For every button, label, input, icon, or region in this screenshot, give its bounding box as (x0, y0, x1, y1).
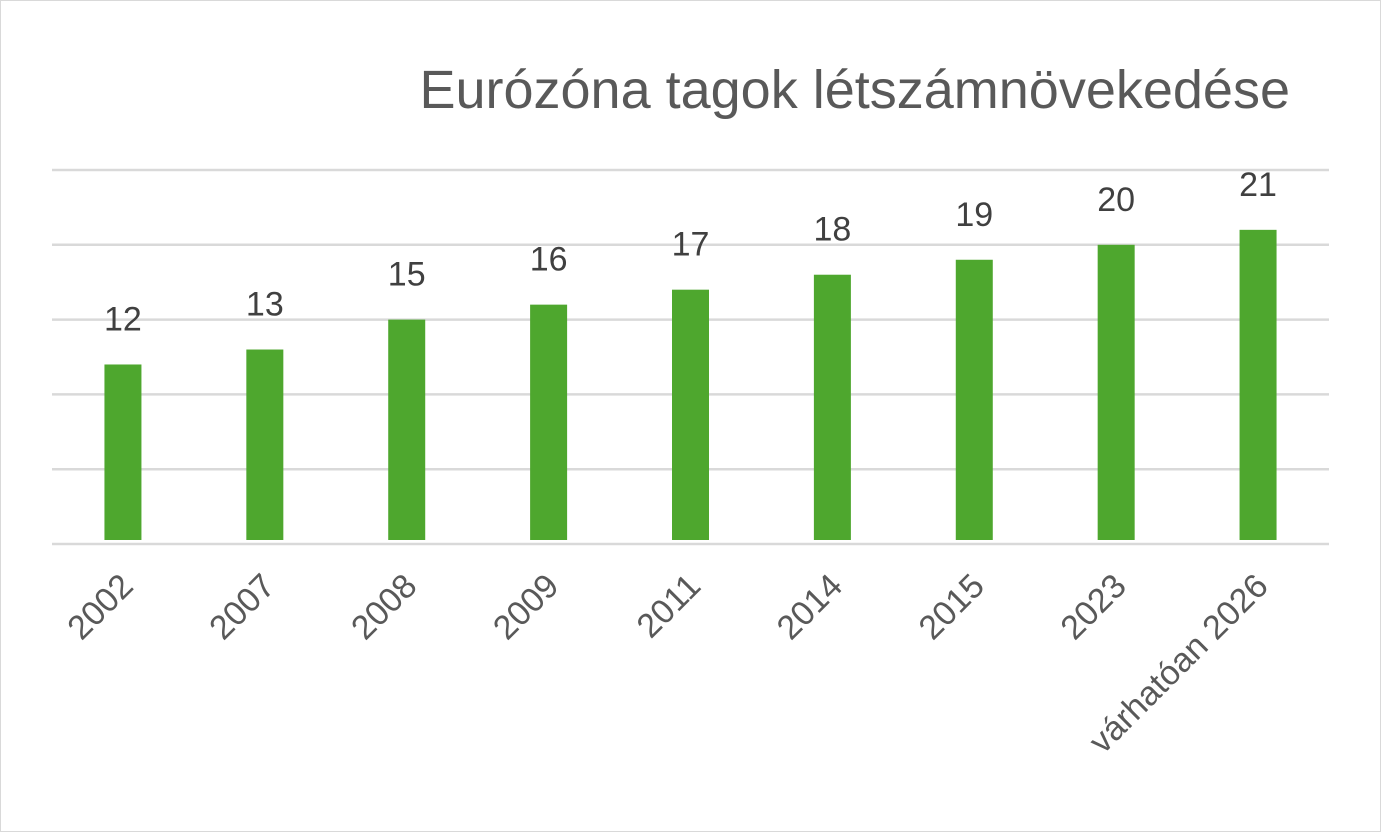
x-tick-label: 2007 (202, 567, 282, 647)
x-tick-label: 2002 (60, 567, 140, 647)
data-label: 18 (813, 211, 851, 249)
x-tick-label: 2015 (912, 567, 992, 647)
data-label: 19 (955, 196, 993, 234)
x-tick-label: 2011 (630, 567, 709, 646)
data-label: 12 (104, 300, 142, 338)
bar (1239, 229, 1277, 540)
bar (246, 349, 284, 540)
x-tick-label: 2008 (344, 567, 424, 647)
bar (955, 259, 993, 540)
chart-title: Eurózóna tagok létszámnövekedése (419, 60, 1290, 120)
data-label: 20 (1097, 181, 1135, 219)
bar (104, 364, 142, 540)
data-label: 16 (530, 241, 568, 279)
bar (1097, 244, 1135, 541)
x-tick-label: 2014 (770, 567, 850, 647)
bar (388, 319, 426, 540)
x-tick-label: 2009 (486, 567, 566, 647)
bar (672, 289, 709, 540)
bar (530, 304, 568, 540)
data-label: 15 (388, 256, 426, 294)
data-label: 13 (246, 286, 284, 324)
data-label: 17 (672, 226, 710, 264)
data-label: 21 (1239, 166, 1277, 204)
bar (813, 274, 851, 540)
x-tick-label: 2023 (1053, 567, 1133, 647)
bars (104, 229, 1277, 541)
x-tick-labels: 2002 2007 2008 2009 2011 2014 2015 2023várhatóa… (60, 567, 1275, 761)
data-labels: 12 13 15 16 17 18 19 20 21 (104, 166, 1277, 339)
